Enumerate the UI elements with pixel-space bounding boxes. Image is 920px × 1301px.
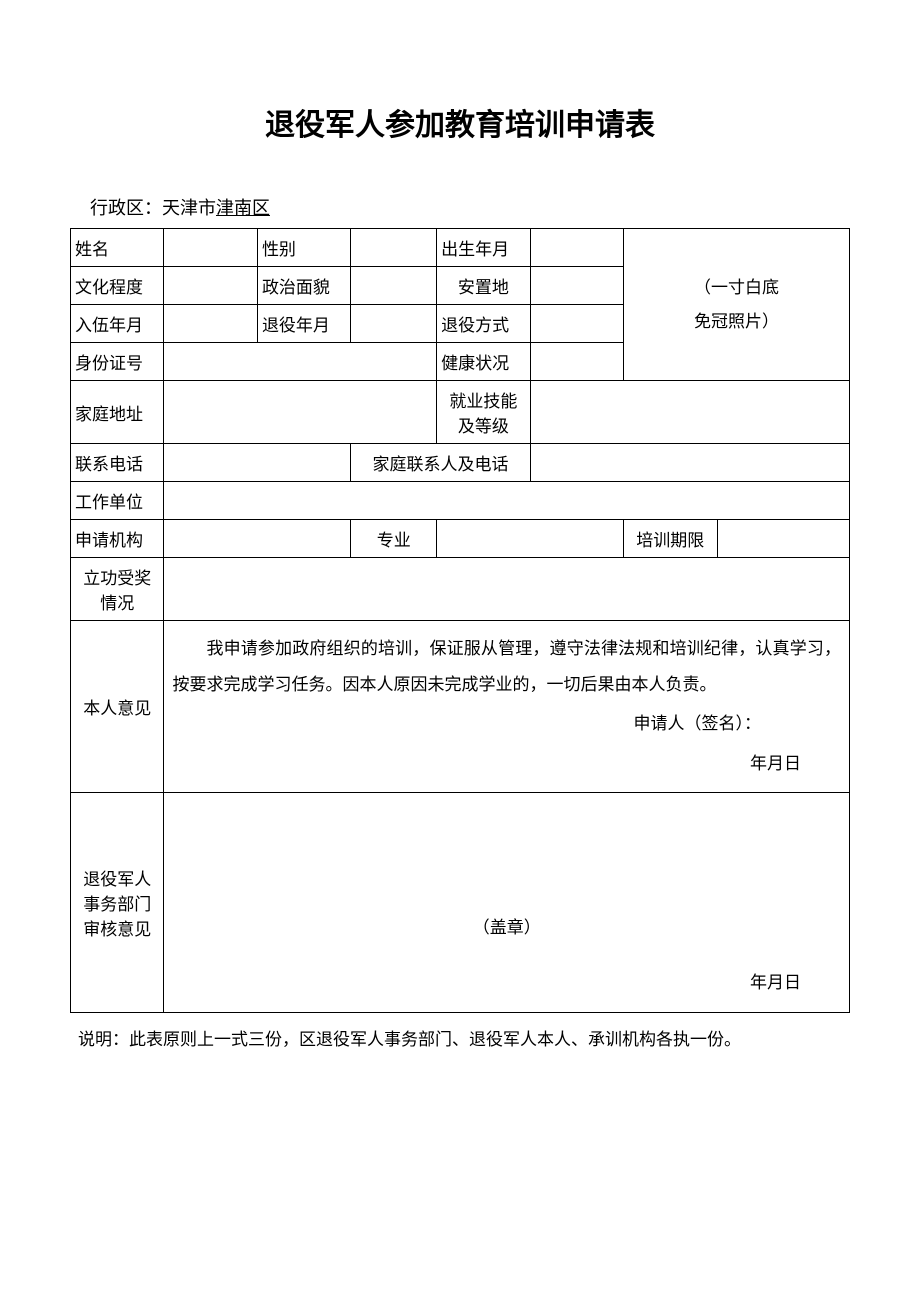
label-award: 立功受奖情况: [71, 558, 164, 621]
label-enlist: 入伍年月: [71, 305, 164, 343]
label-major: 专业: [351, 520, 437, 558]
label-review: 退役军人事务部门审核意见: [71, 792, 164, 1012]
label-personal-opinion: 本人意见: [71, 621, 164, 793]
label-duration: 培训期限: [624, 520, 717, 558]
photo-line1: （一寸白底: [628, 271, 845, 305]
opinion-text: 我申请参加政府组织的培训，保证服从管理，遵守法律法规和培训纪律，认真学习，按要求…: [172, 631, 841, 702]
value-dob[interactable]: [530, 229, 623, 267]
value-skill[interactable]: [530, 381, 849, 444]
label-gender: 性别: [257, 229, 350, 267]
stamp-label: （盖章）: [172, 913, 841, 938]
label-political: 政治面貌: [257, 267, 350, 305]
value-address[interactable]: [164, 381, 437, 444]
value-phone[interactable]: [164, 444, 351, 482]
review-cell: （盖章） 年月日: [164, 792, 850, 1012]
value-name[interactable]: [164, 229, 257, 267]
label-placement: 安置地: [437, 267, 530, 305]
signature-label: 申请人（签名）：: [172, 706, 841, 742]
label-work-unit: 工作单位: [71, 482, 164, 520]
photo-placeholder: （一寸白底 免冠照片）: [624, 229, 850, 381]
label-apply-org: 申请机构: [71, 520, 164, 558]
value-apply-org[interactable]: [164, 520, 351, 558]
label-health: 健康状况: [437, 343, 530, 381]
district-line: 行政区：天津市津南区: [70, 194, 850, 220]
photo-line2: 免冠照片）: [628, 305, 845, 339]
footnote: 说明：此表原则上一式三份，区退役军人事务部门、退役军人本人、承训机构各执一份。: [70, 1025, 850, 1050]
label-skill: 就业技能及等级: [437, 381, 530, 444]
label-phone: 联系电话: [71, 444, 164, 482]
value-retire-date[interactable]: [351, 305, 437, 343]
label-retire-date: 退役年月: [257, 305, 350, 343]
label-name: 姓名: [71, 229, 164, 267]
district-name: 津南区: [216, 198, 270, 218]
value-family-contact[interactable]: [530, 444, 849, 482]
value-major[interactable]: [437, 520, 624, 558]
page-title: 退役军人参加教育培训申请表: [70, 100, 850, 144]
value-award[interactable]: [164, 558, 850, 621]
label-edu: 文化程度: [71, 267, 164, 305]
value-health[interactable]: [530, 343, 623, 381]
value-political[interactable]: [351, 267, 437, 305]
value-placement[interactable]: [530, 267, 623, 305]
value-edu[interactable]: [164, 267, 257, 305]
opinion-date: 年月日: [172, 746, 841, 782]
value-enlist[interactable]: [164, 305, 257, 343]
application-table: 姓名 性别 出生年月 （一寸白底 免冠照片） 文化程度 政治面貌 安置地 入伍年…: [70, 228, 850, 1013]
value-id[interactable]: [164, 343, 437, 381]
personal-opinion-cell: 我申请参加政府组织的培训，保证服从管理，遵守法律法规和培训纪律，认真学习，按要求…: [164, 621, 850, 793]
value-gender[interactable]: [351, 229, 437, 267]
label-retire-mode: 退役方式: [437, 305, 530, 343]
label-id: 身份证号: [71, 343, 164, 381]
label-address: 家庭地址: [71, 381, 164, 444]
review-date: 年月日: [172, 968, 841, 993]
label-family-contact: 家庭联系人及电话: [351, 444, 530, 482]
value-work-unit[interactable]: [164, 482, 850, 520]
label-dob: 出生年月: [437, 229, 530, 267]
value-duration[interactable]: [717, 520, 850, 558]
district-prefix: 行政区：天津市: [90, 198, 216, 218]
value-retire-mode[interactable]: [530, 305, 623, 343]
